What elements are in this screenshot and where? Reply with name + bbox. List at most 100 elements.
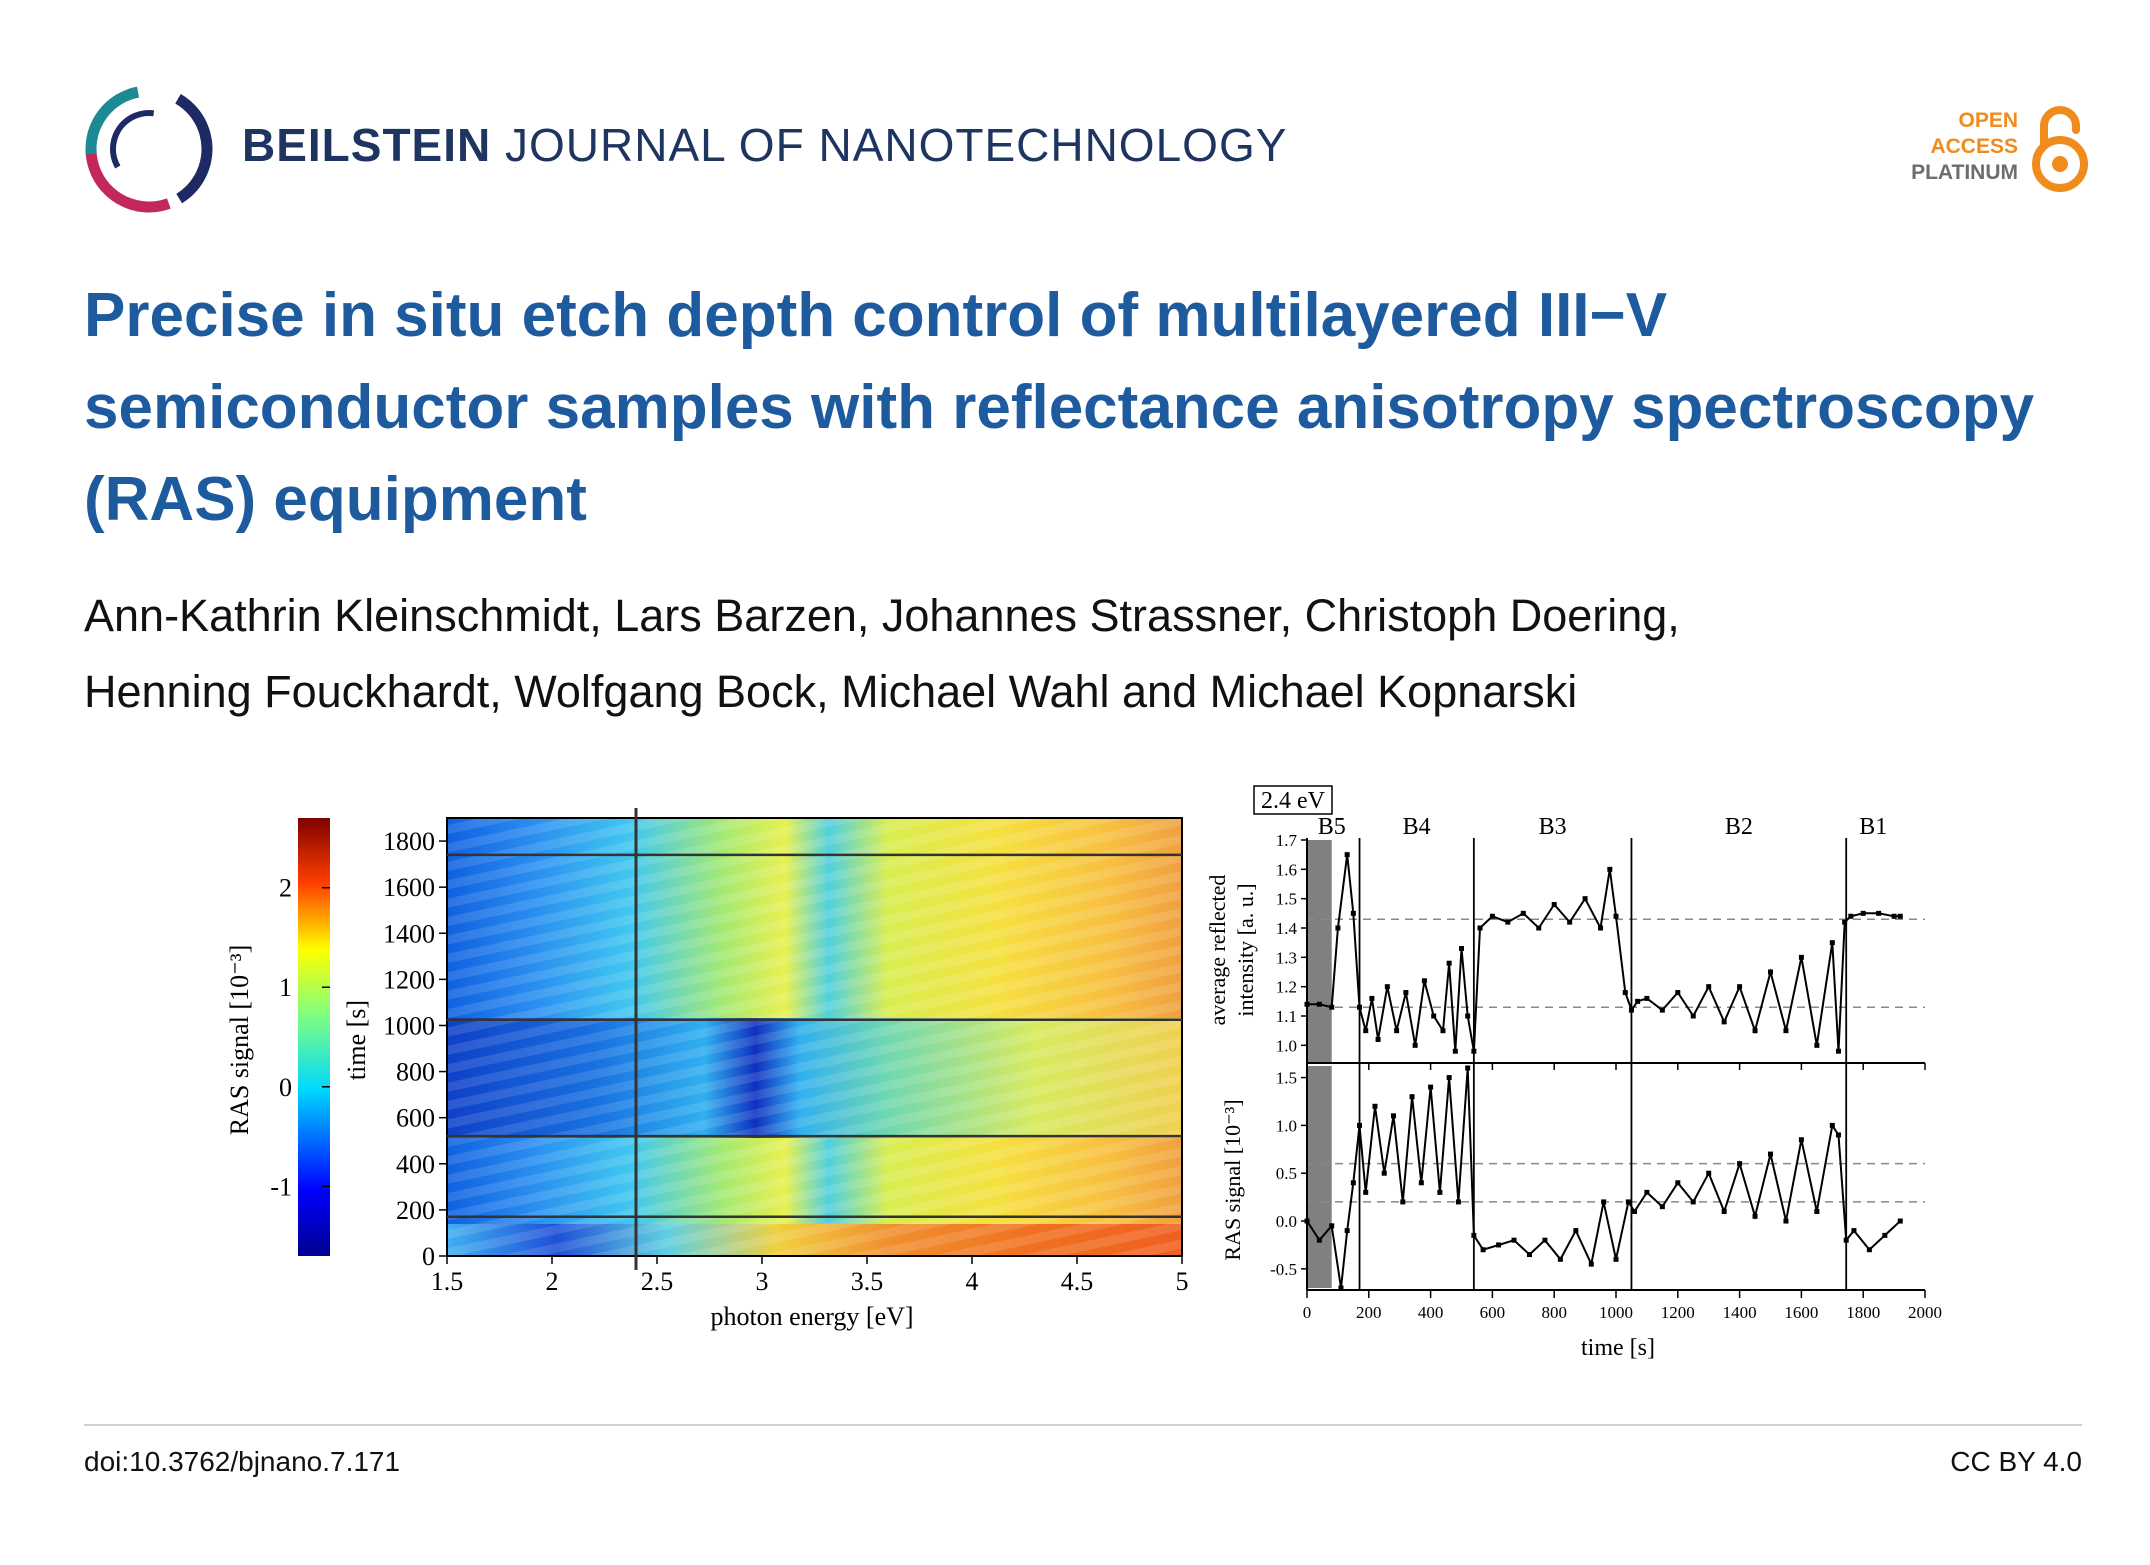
time-x-tick-label: 1000 — [1599, 1303, 1633, 1322]
reflected-intensity-point — [1876, 910, 1882, 916]
ras-signal-point — [1526, 1252, 1532, 1258]
heatmap-x-tick-label: 4 — [966, 1267, 979, 1296]
reflected-intensity-point — [1421, 978, 1427, 984]
ras-signal-point — [1480, 1247, 1486, 1253]
ras-signal-point — [1829, 1122, 1835, 1128]
reflected-intensity-point — [1814, 1042, 1820, 1048]
ras-signal-point — [1391, 1113, 1397, 1119]
ras-signal-point — [1768, 1151, 1773, 1157]
reflected-intensity-point — [1446, 960, 1452, 966]
heatmap-layer-boundaries — [447, 808, 1182, 1270]
ras-signal-point — [1496, 1242, 1502, 1248]
ras-signal-point — [1897, 1218, 1903, 1224]
time-x-tick-label: 2000 — [1908, 1303, 1942, 1322]
top-y-tick-label: 1.1 — [1276, 1007, 1297, 1026]
colorbar-label: RAS signal [10⁻³] — [225, 945, 254, 1136]
heatmap-x-tick-label: 3 — [756, 1267, 769, 1296]
reflected-intensity-point — [1520, 910, 1526, 916]
ras-signal-series — [1306, 1067, 1901, 1289]
layer-label: B3 — [1539, 814, 1567, 840]
reflected-intensity-point — [1737, 984, 1743, 990]
reflected-intensity-point — [1384, 984, 1390, 990]
reflected-intensity-point — [1798, 954, 1804, 960]
heatmap-y-tick-label: 800 — [396, 1058, 435, 1087]
badge-line-platinum: PLATINUM — [1911, 161, 2018, 184]
reflected-intensity-point — [1567, 919, 1573, 925]
colorbar — [298, 818, 330, 1256]
layer-label: B2 — [1725, 814, 1753, 840]
footer-divider — [84, 1424, 2082, 1426]
ras-signal-point — [1329, 1223, 1335, 1229]
colorbar-ticks: -1 0 1 2 — [270, 874, 330, 1201]
ras-signal-point — [1409, 1094, 1415, 1100]
ras-signal-point — [1542, 1237, 1548, 1243]
article-authors: Ann-Kathrin Kleinschmidt, Lars Barzen, J… — [84, 578, 2064, 730]
time-x-tick-label: 1800 — [1846, 1303, 1880, 1322]
ras-signal-point — [1437, 1189, 1443, 1195]
heatmap-y-ticks: 0 200 400 600 800 1000 1200 1400 1600 1800 — [383, 827, 447, 1271]
heatmap-y-tick-label: 1200 — [383, 965, 435, 994]
layer-label: B4 — [1403, 814, 1431, 840]
heatmap-x-tick-label: 1.5 — [431, 1267, 464, 1296]
ras-signal-point — [1350, 1180, 1356, 1186]
layer-label: B5 — [1318, 814, 1346, 840]
heatmap-y-tick-label: 1800 — [383, 827, 435, 856]
ras-signal-point — [1511, 1237, 1517, 1243]
ras-signal-point — [1557, 1256, 1563, 1262]
reflected-intensity-point — [1489, 913, 1495, 919]
top-y-label-2: intensity [a. u.] — [1233, 883, 1258, 1016]
ras-signal-point — [1843, 1237, 1849, 1243]
reflected-intensity-point — [1897, 913, 1903, 919]
reflected-intensity-point — [1721, 1019, 1727, 1025]
heatmap-y-tick-label: 1400 — [383, 919, 435, 948]
article-title: Precise in situ etch depth control of mu… — [84, 281, 2035, 534]
reflected-intensity-point — [1644, 995, 1650, 1001]
ras-signal-point — [1644, 1189, 1650, 1195]
reflected-intensity-point — [1363, 1028, 1369, 1034]
journal-name-bold: BEILSTEIN — [242, 119, 492, 171]
doi-link[interactable]: doi:10.3762/bjnano.7.171 — [84, 1446, 401, 1477]
reflected-intensity-point — [1505, 919, 1511, 925]
reflected-intensity-point — [1465, 1013, 1471, 1019]
reflected-intensity-point — [1412, 1042, 1418, 1048]
reflected-intensity-point — [1768, 969, 1773, 975]
reflected-intensity-point — [1842, 919, 1848, 925]
heatmap-y-label: time [s] — [342, 1000, 371, 1080]
heatmap-x-tick-label: 2 — [546, 1267, 559, 1296]
reflected-intensity-point — [1551, 902, 1557, 908]
reflected-intensity-point — [1659, 1007, 1665, 1013]
heatmap-x-tick-label: 4.5 — [1061, 1267, 1094, 1296]
ras-signal-point — [1363, 1189, 1369, 1195]
authors-line-2: Henning Fouckhardt, Wolfgang Bock, Micha… — [84, 666, 1578, 717]
ras-signal-point — [1428, 1084, 1434, 1090]
top-y-tick-label: 1.7 — [1276, 831, 1298, 850]
ras-signal-point — [1344, 1228, 1350, 1234]
reflected-intensity-point — [1607, 866, 1613, 872]
heatmap-x-tick-label: 5 — [1176, 1267, 1189, 1296]
top-y-tick-label: 1.3 — [1276, 948, 1297, 967]
ras-signal-point — [1866, 1247, 1872, 1253]
time-x-tick-label: 800 — [1541, 1303, 1567, 1322]
ras-signal-point — [1588, 1261, 1594, 1267]
bottom-y-tick-label: -0.5 — [1270, 1260, 1297, 1279]
heatmap-x-ticks: 1.5 2 2.5 3 3.5 4 4.5 5 — [431, 1256, 1189, 1296]
reflected-intensity-point — [1706, 984, 1712, 990]
ras-signal-point — [1418, 1180, 1424, 1186]
time-x-tick-label: 1200 — [1661, 1303, 1695, 1322]
reflected-intensity-point — [1783, 1028, 1789, 1034]
time-x-tick-label: 200 — [1356, 1303, 1382, 1322]
journal-logo-icon — [85, 85, 213, 213]
time-x-ticks: 0 200 400 600 800 1000 1200 1400 1600 1800 2000 — [1303, 1063, 1942, 1322]
heatmap-x-tick-label: 2.5 — [641, 1267, 674, 1296]
reflected-intensity-point — [1344, 852, 1350, 858]
heatmap-y-tick-label: 400 — [396, 1150, 435, 1179]
ras-signal-point — [1625, 1199, 1631, 1205]
reflected-intensity-point — [1471, 1048, 1477, 1054]
heatmap-y-tick-label: 200 — [396, 1196, 435, 1225]
reflected-intensity-point — [1452, 1048, 1458, 1054]
ras-signal-point — [1737, 1161, 1743, 1167]
heatmap-y-tick-label: 1600 — [383, 873, 435, 902]
reflected-intensity-point — [1459, 946, 1464, 952]
colorbar-tick-label: -1 — [270, 1172, 292, 1201]
reflected-intensity-point — [1635, 998, 1641, 1004]
